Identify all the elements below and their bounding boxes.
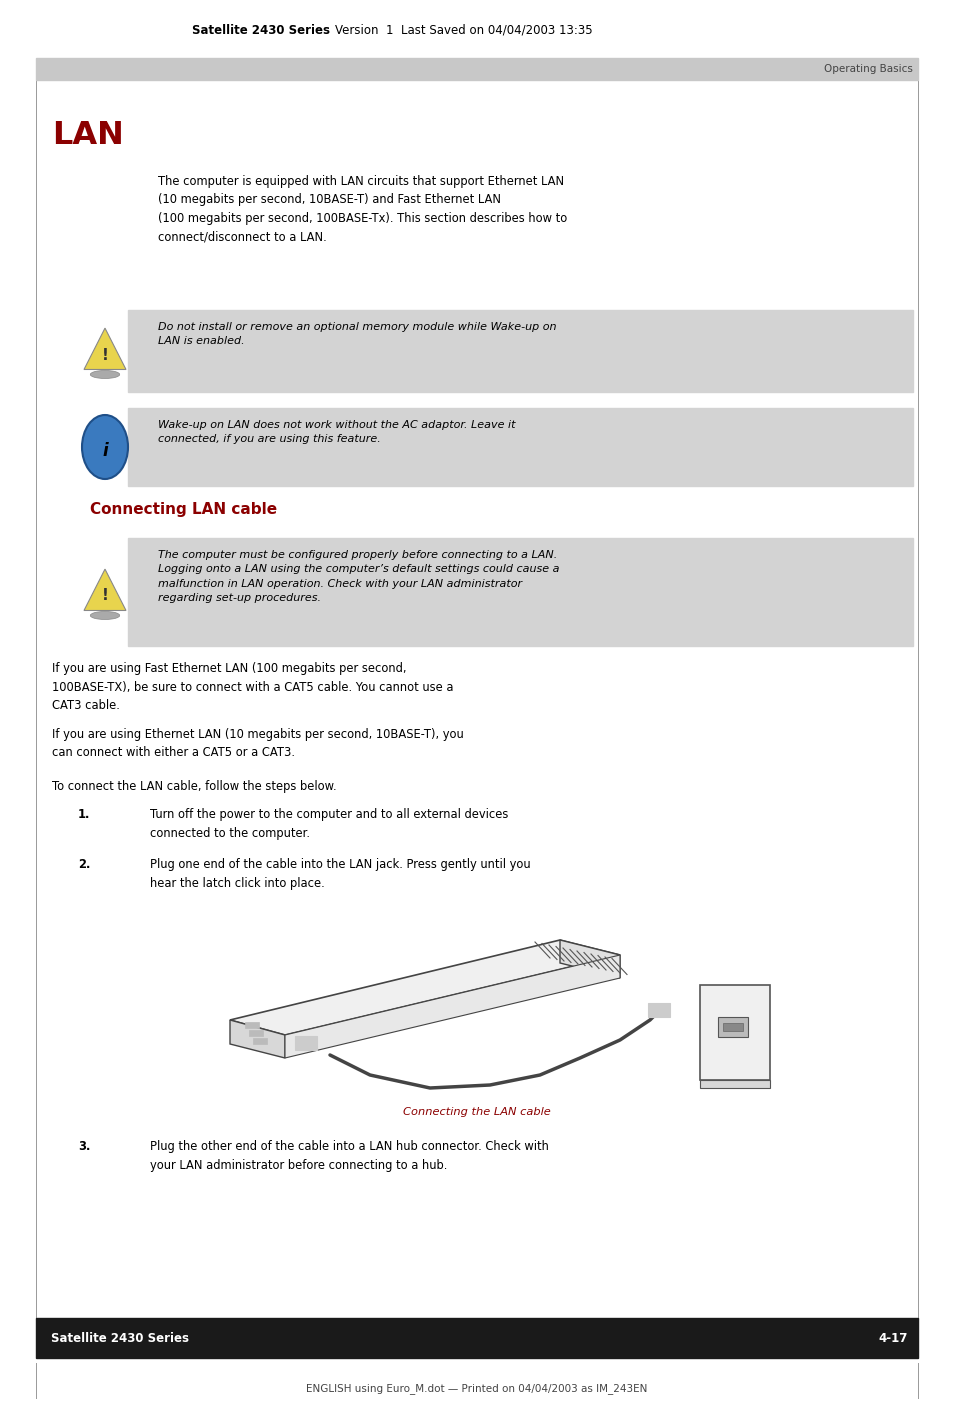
Polygon shape: [230, 1019, 285, 1057]
Ellipse shape: [91, 370, 119, 379]
Text: If you are using Ethernet LAN (10 megabits per second, 10BASE-T), you
can connec: If you are using Ethernet LAN (10 megabi…: [52, 728, 463, 759]
Text: !: !: [101, 589, 109, 604]
Polygon shape: [84, 569, 126, 611]
Text: 1.: 1.: [78, 808, 91, 821]
Bar: [249, 1031, 263, 1036]
Bar: [647, 1002, 669, 1017]
Polygon shape: [559, 941, 619, 979]
Text: If you are using Fast Ethernet LAN (100 megabits per second,
100BASE-TX), be sur: If you are using Fast Ethernet LAN (100 …: [52, 662, 453, 712]
Bar: [700, 1080, 769, 1088]
Bar: [36, 58, 917, 80]
Text: Plug one end of the cable into the LAN jack. Press gently until you
hear the lat: Plug one end of the cable into the LAN j…: [150, 857, 530, 890]
Text: 2.: 2.: [78, 857, 91, 872]
Text: Plug the other end of the cable into a LAN hub connector. Check with
your LAN ad: Plug the other end of the cable into a L…: [150, 1140, 548, 1171]
Polygon shape: [84, 328, 126, 369]
Text: 3.: 3.: [78, 1140, 91, 1153]
Text: The computer is equipped with LAN circuits that support Ethernet LAN
(10 megabit: The computer is equipped with LAN circui…: [158, 175, 567, 244]
Bar: [128, 310, 912, 391]
Bar: [128, 538, 912, 646]
Text: Connecting LAN cable: Connecting LAN cable: [90, 503, 276, 517]
Text: ENGLISH using Euro_M.dot — Printed on 04/04/2003 as IM_243EN: ENGLISH using Euro_M.dot — Printed on 04…: [306, 1383, 647, 1394]
Text: 4-17: 4-17: [878, 1332, 907, 1345]
Text: Turn off the power to the computer and to all external devices
connected to the : Turn off the power to the computer and t…: [150, 808, 508, 839]
Bar: [253, 1038, 267, 1043]
Ellipse shape: [82, 415, 128, 479]
Text: i: i: [102, 442, 108, 460]
Text: Version  1  Last Saved on 04/04/2003 13:35: Version 1 Last Saved on 04/04/2003 13:35: [335, 24, 592, 37]
Text: Satellite 2430 Series: Satellite 2430 Series: [192, 24, 330, 37]
Text: Do not install or remove an optional memory module while Wake-up on
LAN is enabl: Do not install or remove an optional mem…: [158, 322, 556, 346]
Polygon shape: [230, 941, 619, 1035]
Bar: [128, 408, 912, 486]
Text: The computer must be configured properly before connecting to a LAN.
Logging ont: The computer must be configured properly…: [158, 551, 558, 603]
Bar: [700, 986, 769, 1080]
Ellipse shape: [91, 611, 119, 620]
Bar: [294, 1036, 316, 1050]
Text: Wake-up on LAN does not work without the AC adaptor. Leave it
connected, if you : Wake-up on LAN does not work without the…: [158, 420, 515, 445]
Text: Operating Basics: Operating Basics: [823, 63, 912, 75]
Text: !: !: [101, 348, 109, 362]
Bar: [722, 1024, 742, 1031]
Bar: [36, 1318, 917, 1357]
Bar: [718, 1017, 747, 1038]
Polygon shape: [285, 955, 619, 1057]
Text: Satellite 2430 Series: Satellite 2430 Series: [51, 1332, 189, 1345]
Text: To connect the LAN cable, follow the steps below.: To connect the LAN cable, follow the ste…: [52, 780, 336, 793]
Bar: [245, 1022, 258, 1028]
Text: Connecting the LAN cable: Connecting the LAN cable: [403, 1107, 550, 1117]
Text: LAN: LAN: [52, 120, 124, 151]
